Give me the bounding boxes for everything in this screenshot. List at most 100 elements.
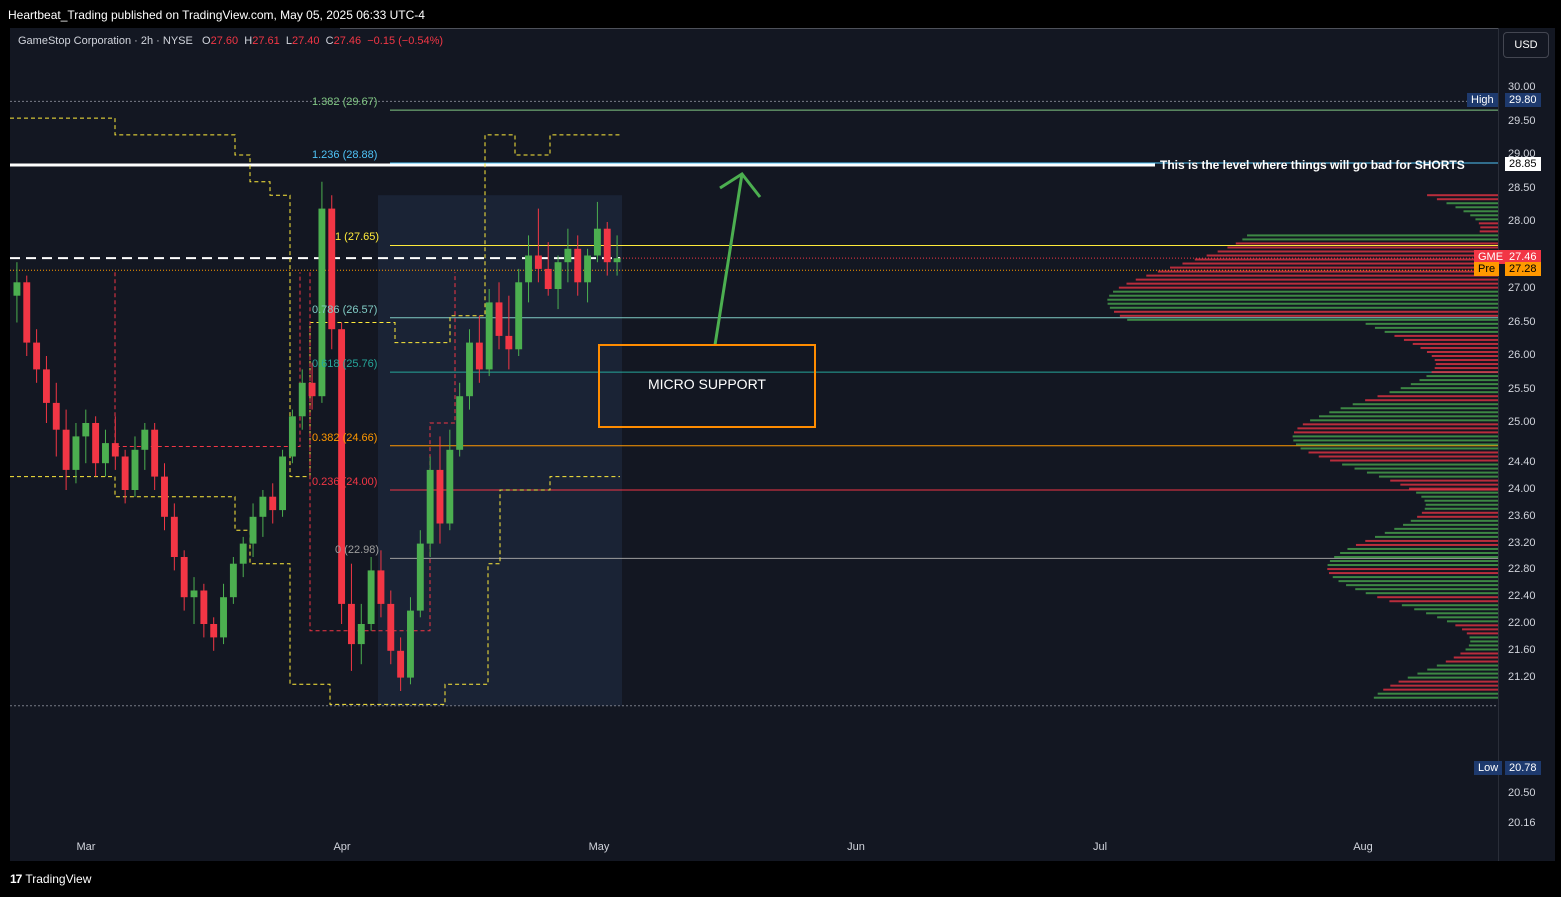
candle-body <box>141 429 149 450</box>
volume-profile-bar <box>1330 459 1498 462</box>
fib-label: 0 (22.98) <box>335 544 380 557</box>
volume-profile-bar <box>1355 588 1498 591</box>
price-tick: 23.60 <box>1508 509 1536 522</box>
volume-profile-bar <box>1425 503 1498 506</box>
volume-profile-bar <box>1329 560 1498 563</box>
change-value: −0.15 (−0.54%) <box>367 35 444 47</box>
high-label: H <box>244 35 253 47</box>
candle-body <box>220 597 227 638</box>
volume-profile-bar <box>1365 592 1498 595</box>
volume-profile-bar <box>1417 515 1498 518</box>
volume-profile-bar <box>1135 278 1498 281</box>
volume-profile-bar <box>1247 234 1498 237</box>
price-tag-label: GME <box>1474 250 1508 265</box>
volume-profile-bar <box>1375 535 1498 538</box>
volume-profile-bar <box>1354 467 1498 470</box>
red-range-1 <box>114 272 301 447</box>
price-tag-value: 28.85 <box>1505 157 1541 172</box>
candle-body <box>515 282 523 350</box>
volume-profile-bar <box>1390 684 1498 687</box>
candle-body <box>229 563 237 598</box>
open-value: 27.60 <box>210 35 239 47</box>
price-tick: 30.00 <box>1508 81 1536 93</box>
volume-profile-bar <box>1389 391 1498 394</box>
volume-profile-bar <box>1338 580 1498 583</box>
volume-profile-bar <box>1373 696 1498 699</box>
volume-profile-bar <box>1352 403 1498 406</box>
time-tick: Aug <box>1353 841 1373 853</box>
publish-line: Heartbeat_Trading published on TradingVi… <box>8 8 425 22</box>
candle-body <box>33 342 41 370</box>
volume-profile-bar <box>1421 495 1498 498</box>
volume-profile-bar <box>1340 407 1498 410</box>
volume-profile-bar <box>1403 338 1498 341</box>
candle-body <box>318 208 326 397</box>
candle-body <box>347 603 355 645</box>
price-tick: 29.50 <box>1508 114 1536 127</box>
candle-body <box>42 369 50 403</box>
price-tick: 26.00 <box>1508 349 1536 361</box>
fib-label: 1.382 (29.67) <box>312 96 378 109</box>
symbol-name[interactable]: GameStop Corporation · 2h · NYSE <box>18 35 193 47</box>
price-tick: 29.00 <box>1508 148 1536 160</box>
candle-body <box>436 469 444 524</box>
candle-body <box>525 255 532 283</box>
candle-body <box>82 423 90 437</box>
candle-body <box>52 402 60 430</box>
price-tick: 23.20 <box>1508 536 1536 549</box>
candle-body <box>338 329 346 604</box>
channel-lower <box>10 476 620 705</box>
volume-profile-bar <box>1384 330 1498 333</box>
price-tick: 24.00 <box>1508 483 1536 495</box>
volume-profile-bar <box>1436 198 1498 201</box>
time-tick: Jun <box>847 841 865 853</box>
volume-profile-bar <box>1347 547 1498 550</box>
candle-body <box>397 650 405 678</box>
price-tag-value: 29.80 <box>1505 93 1541 108</box>
candle-body <box>298 382 306 417</box>
volume-profile-bar <box>1446 620 1498 623</box>
tradingview-logo[interactable]: 17 TradingView <box>10 872 91 886</box>
price-chart[interactable] <box>10 28 1498 861</box>
volume-profile-bar <box>1407 676 1498 679</box>
open-label: O <box>202 35 211 47</box>
price-tag-value: 27.46 <box>1505 250 1541 265</box>
currency-button[interactable]: USD <box>1503 32 1549 58</box>
volume-profile-bar <box>1365 322 1498 325</box>
volume-profile-bar <box>1410 519 1498 522</box>
volume-profile-bar <box>1470 214 1498 217</box>
candle-body <box>170 516 178 557</box>
shorts-level-note: This is the level where things will go b… <box>1160 158 1465 172</box>
volume-profile-bar <box>1328 572 1498 575</box>
candle-body <box>269 496 277 511</box>
volume-profile-bar <box>1383 688 1498 691</box>
candle-body <box>161 476 168 517</box>
volume-profile-bar <box>1157 270 1498 273</box>
candle-body <box>92 423 100 464</box>
fib-label: 0.618 (25.76) <box>312 358 378 371</box>
candle-body <box>13 282 21 296</box>
candle-body <box>544 268 552 289</box>
micro-support-box[interactable] <box>598 344 816 428</box>
volume-profile-bar <box>1445 660 1498 663</box>
volume-profile-bar <box>1334 556 1498 558</box>
volume-profile-bar <box>1107 298 1498 301</box>
candle-body <box>466 342 473 397</box>
candle-body <box>475 342 483 370</box>
close-value: 27.46 <box>333 35 362 47</box>
price-tick: 20.50 <box>1508 787 1536 799</box>
candle-body <box>574 248 582 283</box>
price-tag-label: High <box>1467 93 1498 108</box>
volume-profile-bar <box>1182 262 1498 265</box>
candle-body <box>249 516 257 544</box>
volume-profile-bar <box>1434 359 1498 362</box>
volume-profile-bar <box>1355 543 1498 546</box>
price-tick: 26.50 <box>1508 315 1536 328</box>
chart-pane[interactable] <box>10 28 1498 861</box>
volume-profile-bar <box>1390 479 1498 482</box>
volume-profile-bar <box>1434 367 1498 370</box>
volume-profile-bar <box>1242 238 1498 241</box>
volume-profile-bar <box>1109 306 1498 309</box>
volume-profile-bar <box>1427 668 1498 671</box>
volume-profile-bar <box>1398 680 1498 683</box>
